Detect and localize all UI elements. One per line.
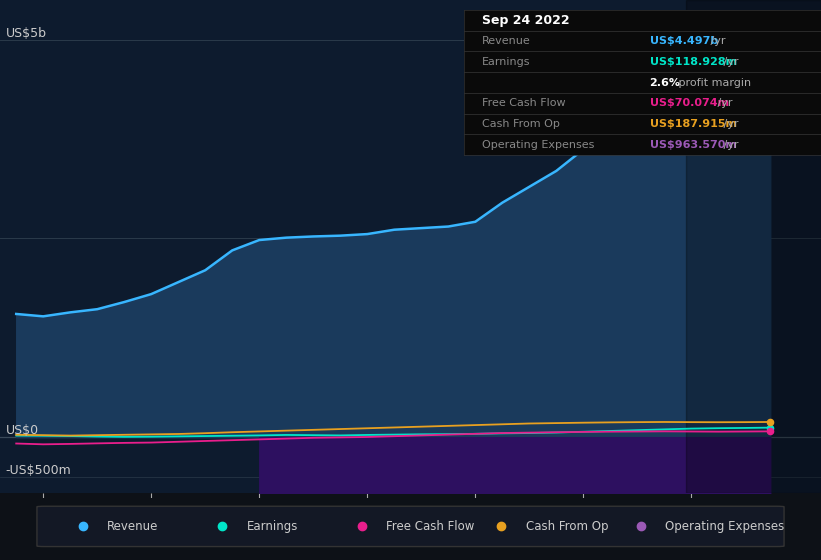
Text: US$0: US$0: [6, 424, 39, 437]
Text: US$5b: US$5b: [6, 27, 47, 40]
Text: Operating Expenses: Operating Expenses: [665, 520, 785, 533]
Text: /yr: /yr: [720, 140, 739, 150]
Text: profit margin: profit margin: [676, 77, 751, 87]
Point: [764, 423, 777, 432]
Text: Free Cash Flow: Free Cash Flow: [482, 99, 566, 108]
Text: Cash From Op: Cash From Op: [525, 520, 608, 533]
Text: Revenue: Revenue: [482, 36, 530, 46]
Text: /yr: /yr: [708, 36, 726, 46]
Text: Revenue: Revenue: [107, 520, 158, 533]
Text: US$118.928m: US$118.928m: [649, 57, 736, 67]
Text: US$4.497b: US$4.497b: [649, 36, 718, 46]
FancyBboxPatch shape: [37, 506, 784, 547]
Text: Free Cash Flow: Free Cash Flow: [387, 520, 475, 533]
Text: /yr: /yr: [720, 119, 739, 129]
Point: [764, 31, 777, 40]
Text: 2.6%: 2.6%: [649, 77, 681, 87]
Text: US$963.570m: US$963.570m: [649, 140, 736, 150]
Point: [764, 418, 777, 427]
Text: US$187.915m: US$187.915m: [649, 119, 736, 129]
Bar: [686, 0, 821, 493]
Text: /yr: /yr: [713, 99, 732, 108]
Text: Cash From Op: Cash From Op: [482, 119, 560, 129]
Text: US$70.074m: US$70.074m: [649, 99, 729, 108]
Text: /yr: /yr: [720, 57, 739, 67]
Text: Operating Expenses: Operating Expenses: [482, 140, 594, 150]
Text: Earnings: Earnings: [246, 520, 298, 533]
Text: Earnings: Earnings: [482, 57, 530, 67]
Point: [764, 427, 777, 436]
Point: [764, 510, 777, 519]
Text: -US$500m: -US$500m: [6, 464, 71, 477]
Text: Sep 24 2022: Sep 24 2022: [482, 14, 569, 27]
